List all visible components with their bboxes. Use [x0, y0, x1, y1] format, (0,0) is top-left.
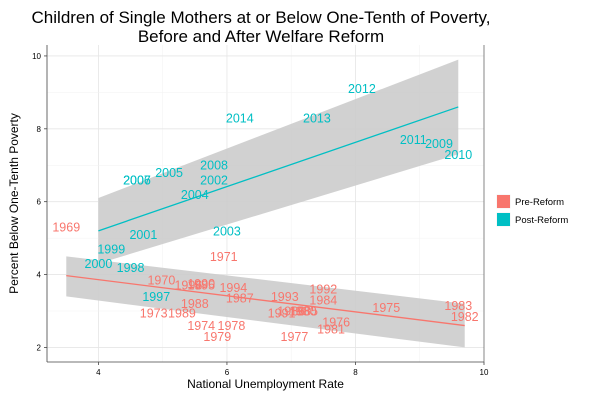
year-label-2012: 2012	[348, 82, 376, 96]
grid-lines	[47, 45, 485, 362]
year-label-1994: 1994	[219, 281, 247, 295]
year-label-1985: 1985	[290, 304, 318, 318]
x-tick-label: 8	[353, 368, 358, 377]
chart-title-line-2: Before and After Welfare Reform	[138, 27, 384, 46]
year-label-1980: 1980	[289, 304, 317, 318]
year-label-1990: 1990	[187, 277, 215, 291]
legend-swatch-pre-reform	[497, 195, 510, 208]
y-tick-label: 10	[32, 52, 41, 61]
year-label-1982: 1982	[451, 310, 479, 324]
confidence-band-post-reform	[98, 59, 459, 264]
year-label-2002: 2002	[200, 173, 228, 187]
year-label-1986: 1986	[277, 304, 305, 318]
year-label-2003: 2003	[213, 224, 241, 238]
confidence-bands	[66, 59, 465, 348]
year-label-1976: 1976	[322, 315, 350, 329]
x-tick-label: 6	[225, 368, 230, 377]
year-label-2001: 2001	[129, 228, 157, 242]
year-label-2011: 2011	[400, 133, 427, 147]
y-tick-label: 2	[37, 343, 42, 352]
year-label-1970: 1970	[147, 274, 175, 288]
x-axis-title: National Unemployment Rate	[187, 377, 344, 391]
year-label-1989: 1989	[168, 306, 196, 320]
legend-swatch-post-reform	[497, 213, 510, 226]
legend-label-pre-reform: Pre-Reform	[515, 197, 564, 208]
data-labels: 1969 1970 1971 1973 1974 1975 1976 1977 19781979…	[52, 82, 478, 344]
year-label-1995: 1995	[187, 278, 215, 292]
year-label-1997: 1997	[142, 290, 170, 304]
year-label-1971: 1971	[210, 250, 238, 264]
year-label-2014: 2014	[226, 111, 254, 125]
y-tick-label: 6	[37, 198, 42, 207]
confidence-band-pre-reform	[66, 256, 465, 348]
year-label-2007: 2007	[123, 173, 151, 187]
year-label-1988: 1988	[181, 297, 209, 311]
year-label-1981: 1981	[317, 323, 345, 337]
year-label-2008: 2008	[200, 159, 228, 173]
y-tick-label: 8	[37, 125, 42, 134]
x-tick-label: 4	[96, 368, 101, 377]
year-label-1991: 1991	[268, 306, 296, 320]
year-label-2004: 2004	[181, 188, 209, 202]
year-label-1984: 1984	[309, 294, 337, 308]
year-label-1978: 1978	[218, 319, 246, 333]
axes	[46, 45, 485, 363]
year-label-1977: 1977	[281, 330, 309, 344]
legend-label-post-reform: Post-Reform	[515, 215, 568, 226]
chart-title: Children of Single Mothers at or Below O…	[32, 8, 491, 46]
year-label-1973: 1973	[140, 306, 168, 320]
year-label-1992: 1992	[309, 283, 337, 297]
year-label-2010: 2010	[444, 148, 472, 162]
year-label-1969: 1969	[52, 221, 80, 235]
year-label-2000: 2000	[85, 257, 113, 271]
year-label-2013: 2013	[303, 111, 331, 125]
fit-line-pre-reform	[66, 274, 465, 327]
year-label-2009: 2009	[425, 137, 453, 151]
y-axis-title: Percent Below One-Tenth Poverty	[7, 113, 21, 294]
x-axis-ticks: 4 6 8 10	[96, 362, 489, 377]
fit-line-post-reform	[98, 106, 459, 232]
year-label-1987: 1987	[226, 292, 254, 306]
year-label-1999: 1999	[97, 243, 125, 257]
year-label-1998: 1998	[117, 261, 145, 275]
legend: Pre-Reform Post-Reform	[495, 193, 568, 228]
year-label-1979: 1979	[203, 330, 231, 344]
year-label-2005: 2005	[155, 166, 183, 180]
y-axis-ticks: 2 4 6 8 10	[32, 52, 47, 352]
chart-title-line-1: Children of Single Mothers at or Below O…	[32, 8, 491, 27]
year-label-2006: 2006	[123, 173, 151, 187]
regression-lines	[66, 106, 465, 327]
y-tick-label: 4	[37, 271, 42, 280]
year-label-1975: 1975	[372, 301, 400, 315]
year-label-1993: 1993	[271, 290, 299, 304]
x-tick-label: 10	[480, 368, 489, 377]
year-label-1974: 1974	[187, 319, 215, 333]
year-label-1996: 1996	[174, 278, 202, 292]
year-label-1983: 1983	[444, 299, 472, 313]
